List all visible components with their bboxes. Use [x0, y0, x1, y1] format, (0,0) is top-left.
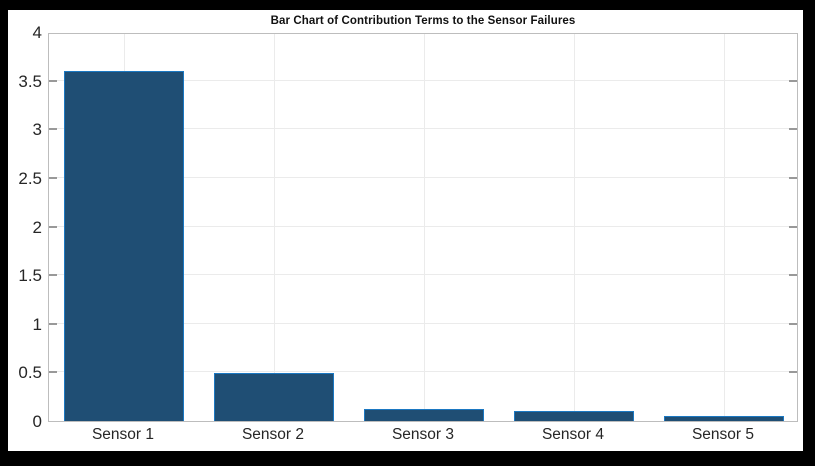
x-tick-label: Sensor 4 — [541, 426, 605, 443]
bar-sensor-2 — [214, 373, 334, 421]
x-tick-label: Sensor 5 — [691, 426, 755, 443]
y-tick-mark — [49, 176, 57, 179]
y-tick-mark — [49, 128, 57, 131]
v-gridline — [574, 34, 575, 421]
h-gridline — [49, 79, 797, 81]
x-tick-label: Sensor 3 — [391, 426, 455, 443]
y-tick-mark — [49, 225, 57, 228]
y-tick-mark — [789, 128, 797, 131]
v-gridline — [274, 34, 275, 421]
bar-sensor-4 — [514, 411, 634, 421]
y-tick-label: 2 — [32, 217, 42, 237]
y-tick-mark — [789, 371, 797, 374]
bar-sensor-5 — [664, 416, 784, 421]
h-gridline — [49, 274, 797, 276]
y-tick-mark — [789, 176, 797, 179]
h-gridline — [49, 371, 797, 373]
y-tick-label: 3.5 — [18, 71, 42, 91]
figure-panel: Bar Chart of Contribution Terms to the S… — [8, 10, 803, 451]
y-tick-mark — [49, 371, 57, 374]
y-tick-mark — [789, 274, 797, 277]
x-tick-label: Sensor 2 — [241, 426, 305, 443]
y-tick-mark — [49, 274, 57, 277]
h-gridline — [49, 322, 797, 324]
y-tick-mark — [789, 225, 797, 228]
h-gridline — [49, 225, 797, 227]
plot-area — [48, 33, 798, 422]
chart-title: Bar Chart of Contribution Terms to the S… — [270, 15, 576, 27]
y-tick-label: 4 — [32, 23, 42, 42]
h-gridline — [49, 176, 797, 178]
x-tick-label: Sensor 1 — [91, 426, 155, 443]
y-tick-label: 0 — [32, 412, 42, 431]
y-tick-mark — [789, 322, 797, 325]
y-tick-mark — [49, 79, 57, 82]
h-gridline — [49, 128, 797, 130]
v-gridline — [724, 34, 725, 421]
bar-sensor-1 — [64, 70, 184, 421]
y-tick-label: 0.5 — [18, 363, 42, 383]
y-tick-label: 1.5 — [18, 266, 42, 286]
y-tick-label: 3 — [32, 120, 42, 140]
y-tick-mark — [49, 322, 57, 325]
y-tick-mark — [789, 79, 797, 82]
v-gridline — [424, 34, 425, 421]
y-tick-label: 2.5 — [18, 168, 42, 188]
y-tick-label: 1 — [32, 314, 42, 334]
bar-sensor-3 — [364, 409, 484, 421]
